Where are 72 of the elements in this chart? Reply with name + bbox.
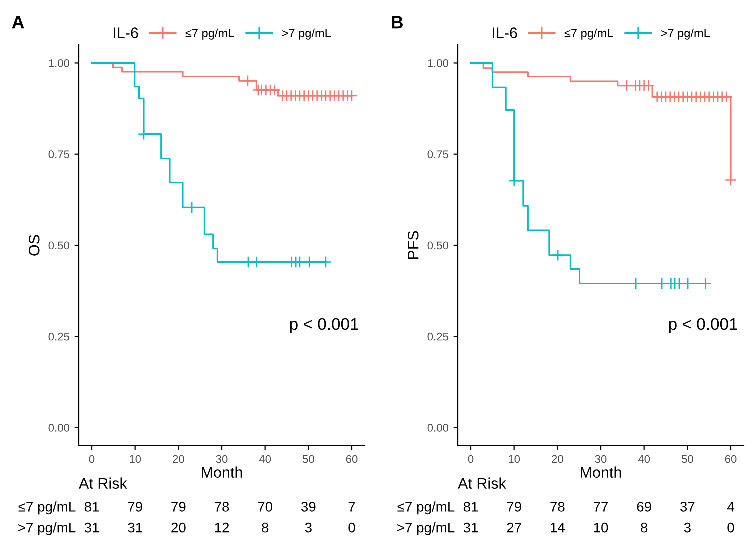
text: ≤7 pg/mL [398,502,455,515]
text: 78 [214,502,230,512]
text: 79 [507,502,522,512]
legend-label: >7 pg/mL [282,28,331,40]
y-tick-label: 1.00 [428,59,449,68]
text: At Risk [79,478,128,489]
y-tick-label: 1.00 [49,59,70,68]
legend-title: IL-6 [493,28,518,38]
text: At Risk [458,478,506,489]
y-tick-label: 0.50 [428,242,449,250]
x-axis-title: Month [581,466,622,478]
text: 79 [172,502,186,512]
x-tick-label: 30 [595,455,607,464]
text: 31 [464,522,478,533]
y-axis-title: OS [28,235,40,256]
annotation: p < 0.001 [669,318,738,334]
y-tick-label: 0.00 [428,424,449,432]
y-tick-label: 0.25 [428,332,449,341]
legend-label: ≤7 pg/mL [186,28,234,40]
legend-title: IL-6 [114,28,138,38]
x-tick-label: 50 [302,455,314,464]
text: 3 [305,522,312,533]
x-tick-label: 10 [509,455,520,464]
x-tick-label: 0 [89,455,95,464]
x-tick-label: 20 [173,455,184,464]
y-tick-label: 0.50 [48,242,70,250]
text: 8 [262,522,269,533]
text: 0 [348,522,356,533]
text: 0 [728,522,734,533]
y-axis-title: PFS [408,231,419,260]
text: 14 [551,523,565,533]
text: 78 [550,502,565,512]
text: 31 [84,522,100,533]
x-tick-label: 40 [638,455,650,464]
text: 31 [128,522,142,533]
y-tick-label: 0.75 [428,150,449,158]
text: 20 [172,522,186,533]
text: 70 [258,502,273,512]
y-tick-label: 0.75 [48,150,70,158]
text: ≤7 pg/mL [18,502,76,515]
text: 81 [464,502,478,512]
x-tick-label: 50 [682,455,694,464]
legend-label: ≤7 pg/mL [564,28,614,40]
text: 79 [128,502,142,512]
x-tick-label: 30 [216,455,228,464]
chart-title: A [12,16,24,29]
legend-label: >7 pg/mL [661,28,710,40]
x-tick-label: 0 [468,455,474,464]
text: >7 pg/mL [398,522,455,536]
text: 77 [594,502,608,512]
text: 69 [637,502,652,512]
text: >7 pg/mL [18,522,76,536]
text: 37 [680,502,695,512]
x-tick-label: 60 [346,455,358,464]
text: 7 [348,502,356,512]
text: 3 [684,522,691,533]
x-tick-label: 10 [130,455,142,464]
text: 27 [507,522,522,533]
text: 12 [215,522,230,533]
text: 4 [727,502,734,512]
text: 81 [84,502,100,512]
x-tick-label: 20 [552,455,564,464]
chart-title: B [392,16,404,29]
x-axis-title: Month [202,466,242,478]
annotation: p < 0.001 [290,318,358,334]
x-tick-label: 40 [259,455,272,464]
x-tick-label: 60 [725,455,737,464]
text: 10 [594,522,608,533]
text: 8 [641,522,648,533]
y-tick-label: 0.25 [48,332,70,341]
text: 39 [301,502,316,512]
y-tick-label: 0.00 [48,424,70,432]
